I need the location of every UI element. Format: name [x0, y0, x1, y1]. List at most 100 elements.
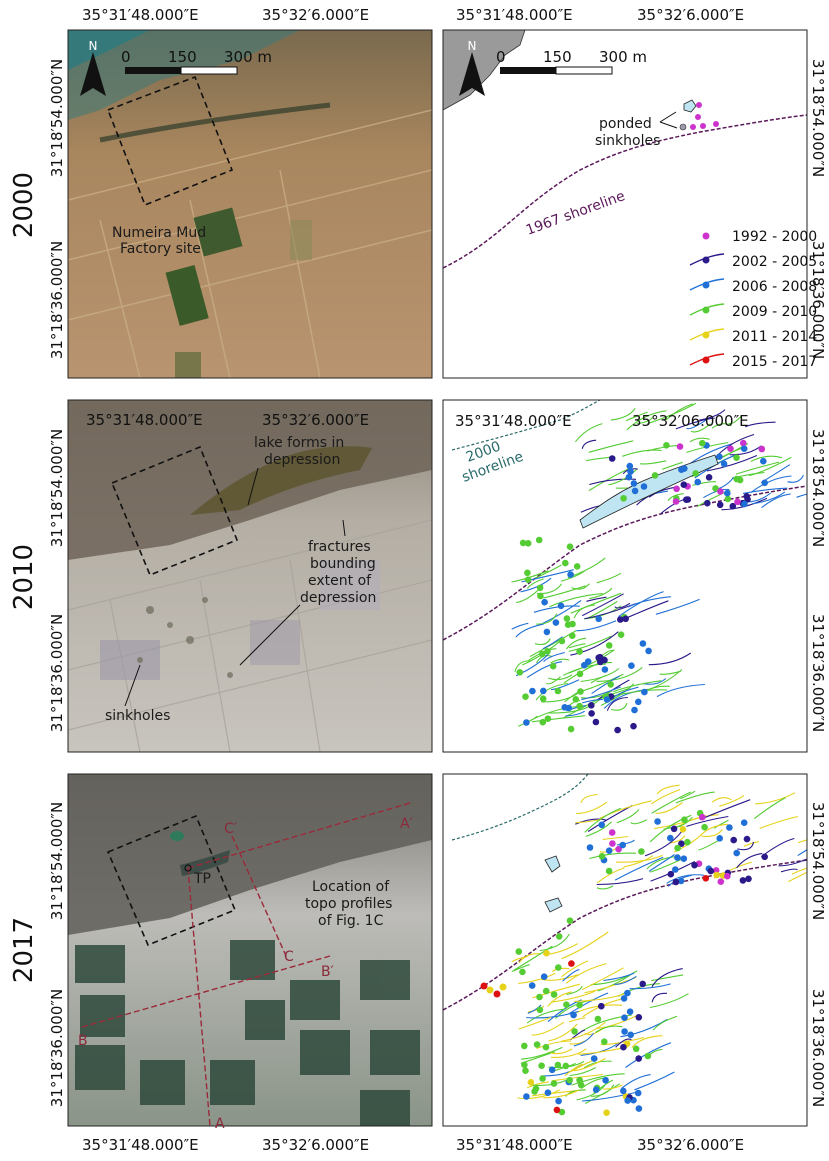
sinkhole-dot — [635, 1014, 643, 1021]
sinkhole-dot — [554, 687, 562, 695]
fracture-line — [613, 680, 662, 693]
sinkhole-dot — [743, 835, 751, 843]
sinkhole-dot — [624, 1097, 631, 1104]
sinkhole-dot — [667, 870, 675, 878]
sinkhole-dot — [624, 989, 631, 997]
sinkhole-dot — [712, 485, 719, 492]
fracture-line — [581, 439, 597, 449]
sinkhole-dot — [744, 496, 751, 503]
legend-item: 1992 - 2000 — [702, 229, 817, 245]
fracture-line — [582, 967, 624, 991]
fracture-line — [514, 660, 532, 673]
sinkhole-dot — [632, 1045, 640, 1053]
fracture-line — [562, 969, 580, 982]
sinkhole-dot — [635, 1055, 642, 1062]
sinkhole-dot — [692, 470, 699, 477]
fracture-line — [511, 964, 530, 973]
sinkhole-dot — [539, 1075, 546, 1082]
sinkhole-dot — [581, 661, 588, 669]
sinkhole-dot — [724, 489, 731, 497]
lon-top-left-1: 35°31′48.000″E — [82, 6, 199, 24]
sinkhole-dot — [549, 662, 557, 670]
tp-point — [184, 864, 192, 872]
fracture-line — [586, 596, 607, 602]
fracture-line — [550, 679, 580, 691]
fracture-line — [585, 821, 612, 837]
fracture-line — [573, 604, 596, 619]
lat-right-bottom-2017: 31°18′36.000″N — [809, 989, 827, 1107]
scale-bar-right: 0 150 300 m — [496, 48, 647, 75]
fracture-line — [629, 983, 671, 990]
sinkhole-dot — [542, 987, 550, 995]
fracture-line — [517, 1089, 560, 1099]
fracture-line — [596, 878, 644, 886]
fracture-line — [656, 784, 680, 795]
fracture-line — [551, 1073, 604, 1082]
fracture-line — [630, 819, 648, 825]
sinkhole-dot — [667, 834, 674, 842]
scale-bar: 0 150 300 m — [121, 48, 272, 75]
sinkholes-1992-2000 — [690, 102, 719, 130]
sinkhole-dot — [594, 1015, 602, 1023]
fracture-line — [608, 468, 638, 486]
sinkhole-dot — [681, 816, 688, 823]
sinkhole-dot — [569, 632, 576, 639]
lon-bottom-right-2: 35°32′6.000″E — [637, 1136, 744, 1154]
sinkhole-dot — [572, 696, 580, 703]
fracture-line — [545, 676, 561, 685]
lat-left-top-2000: 31°18′54.000″N — [48, 59, 66, 177]
sinkhole-dot — [563, 1001, 570, 1008]
sinkhole-dot — [516, 669, 524, 676]
sinkhole-dot — [716, 835, 723, 842]
sinkhole-dot — [676, 443, 684, 450]
sinkhole-dot — [601, 1038, 608, 1045]
sinkhole-dot — [566, 1076, 573, 1084]
fracture-line — [686, 419, 708, 430]
fracture-line — [616, 809, 640, 824]
fractures-label-1: fractures — [308, 539, 371, 555]
fracture-line — [651, 992, 668, 1003]
fracture-line — [648, 652, 692, 666]
sinkhole-dot — [640, 483, 648, 490]
sinkhole-dot — [716, 501, 724, 509]
fracture-line — [518, 1016, 552, 1030]
sinkhole-dot — [603, 696, 611, 703]
fracture-line — [659, 670, 681, 675]
sinkhole-dot — [699, 813, 706, 821]
sinkhole-dot — [524, 576, 532, 583]
scale-label-150-right: 150 — [543, 48, 572, 66]
fracture-line — [589, 852, 637, 860]
sinkhole-dot — [577, 1081, 585, 1089]
lat-left-top-2010: 31°18′54.000″N — [48, 429, 66, 547]
sinkhole-dot — [694, 478, 701, 486]
legend-label: 1992 - 2000 — [732, 229, 817, 245]
sinkhole-dot — [519, 968, 526, 976]
sinkhole-dot — [555, 1097, 562, 1105]
sinkhole-dot — [598, 821, 605, 829]
sinkhole-dot — [602, 1077, 609, 1084]
sinkhole-dot — [576, 670, 584, 678]
fracture-line — [625, 411, 648, 422]
fracture-line — [580, 690, 613, 699]
sinkhole-dot — [605, 642, 613, 649]
row-2000: N 0 150 300 m Numeira Mud Factory site — [67, 29, 817, 379]
legend-dot — [702, 232, 710, 240]
fracture-line — [750, 455, 783, 462]
lat-right-top-2010: 31°18′54.000″N — [809, 429, 827, 547]
fracture-line — [574, 993, 625, 1002]
legend-label: 2002 - 2005 — [732, 254, 817, 270]
sinkhole-dot — [734, 498, 741, 506]
fracture-line — [582, 593, 624, 617]
fracture-line — [662, 461, 683, 470]
north-arrow-icon-right: N — [459, 39, 485, 96]
fracture-line — [615, 854, 663, 863]
fracture-line — [750, 475, 792, 493]
sinkhole-dot — [535, 536, 543, 544]
fracture-line — [550, 1048, 587, 1058]
fracture-line — [568, 643, 586, 649]
sinkhole-dot — [522, 693, 529, 700]
sinkhole-dot — [720, 460, 728, 468]
fracture-line — [686, 815, 729, 827]
sinkhole-dot — [592, 1086, 600, 1093]
fracture-line — [701, 823, 728, 835]
